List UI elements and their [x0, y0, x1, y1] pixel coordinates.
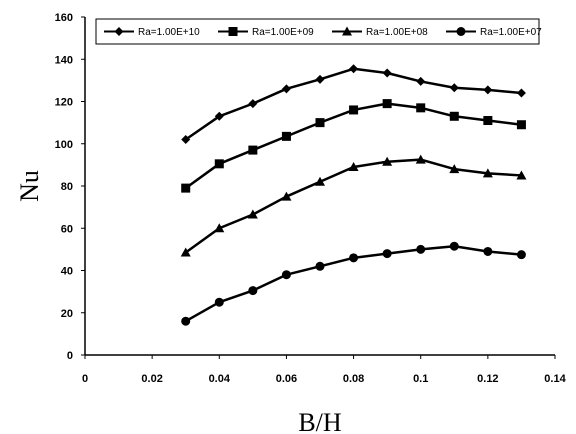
series-line [184, 102, 522, 190]
data-point-triangle [281, 191, 292, 201]
data-point-circle [483, 246, 493, 256]
data-point-triangle [180, 247, 191, 257]
tick-labels: 0 0.02 0.04 0.06 0.08 0.1 0.12 0.14 0 20 40 60 80 100… [55, 12, 567, 385]
data-point-circle [281, 270, 291, 280]
x-tick-label: 0 [82, 373, 88, 385]
legend-marker-triangle [342, 26, 352, 36]
series-layer [180, 64, 527, 326]
data-point-triangle [214, 223, 225, 233]
data-point-diamond [315, 74, 325, 84]
series-diamond [181, 64, 526, 145]
series-circle [181, 241, 526, 326]
data-point-circle [382, 249, 392, 259]
data-point-circle [181, 316, 191, 326]
data-point-triangle [247, 209, 258, 219]
data-point-triangle [315, 176, 325, 186]
data-point-diamond [416, 76, 426, 86]
legend-marker-circle [456, 27, 466, 36]
legend-label: Ra=1.00E+07 [480, 27, 542, 38]
y-axis-title: Nu [15, 170, 44, 202]
y-tick-label: 80 [61, 181, 73, 193]
data-point-diamond [214, 111, 224, 121]
y-tick-label: 20 [61, 308, 73, 320]
data-point-diamond [449, 83, 459, 93]
legend-label: Ra=1.00E+09 [252, 27, 314, 38]
data-point-diamond [349, 64, 359, 74]
legend: Ra=1.00E+10 Ra=1.00E+09 Ra=1.00E+08 Ra=1.00… [95, 18, 542, 45]
data-point-square [248, 145, 258, 155]
legend-marker-diamond [114, 27, 124, 36]
data-point-circle [449, 241, 459, 251]
data-point-triangle [382, 156, 393, 166]
axes [84, 17, 555, 356]
y-tick-label: 0 [67, 350, 73, 362]
legend-entry: Ra=1.00E+10 [104, 27, 200, 38]
data-point-circle [416, 244, 426, 254]
data-point-square [483, 116, 493, 126]
data-point-triangle [415, 154, 426, 164]
data-point-square [449, 111, 459, 121]
legend-entry: Ra=1.00E+07 [446, 27, 542, 38]
series-triangle [180, 154, 527, 257]
x-tick-label: 0.14 [544, 373, 566, 385]
data-point-triangle [482, 168, 493, 178]
legend-marker-square [228, 27, 238, 36]
y-tick-label: 40 [61, 266, 73, 278]
data-point-triangle [348, 161, 359, 171]
x-tick-label: 0.06 [276, 373, 297, 385]
legend-entry: Ra=1.00E+09 [218, 27, 314, 38]
series-square [181, 99, 526, 193]
data-point-triangle [449, 164, 460, 174]
series-line [185, 67, 522, 141]
legend-label: Ra=1.00E+10 [138, 27, 200, 38]
data-point-diamond [516, 88, 526, 98]
data-point-circle [349, 253, 359, 263]
data-point-triangle [516, 170, 527, 180]
y-tick-label: 60 [61, 223, 73, 235]
legend-label: Ra=1.00E+08 [366, 27, 428, 38]
y-tick-label: 120 [55, 97, 73, 109]
data-point-square [281, 131, 291, 141]
x-tick-label: 0.02 [141, 373, 162, 385]
data-point-diamond [181, 135, 191, 145]
y-tick-label: 100 [55, 139, 73, 151]
data-point-diamond [281, 84, 291, 94]
data-point-circle [214, 297, 224, 307]
legend-entry: Ra=1.00E+08 [332, 26, 428, 38]
x-tick-label: 0.04 [209, 373, 231, 385]
data-point-square [315, 118, 325, 128]
series-line [184, 158, 522, 254]
x-tick-label: 0.1 [413, 373, 428, 385]
data-point-circle [516, 250, 526, 260]
data-point-circle [248, 286, 258, 296]
data-point-diamond [382, 68, 392, 78]
data-point-square [181, 183, 191, 193]
data-point-diamond [483, 85, 493, 95]
data-point-circle [315, 261, 325, 271]
data-point-square [214, 159, 224, 169]
data-point-square [416, 103, 426, 113]
data-point-diamond [248, 99, 258, 109]
x-tick-label: 0.12 [477, 373, 498, 385]
x-axis-title: B/H [298, 408, 342, 434]
data-point-square [349, 105, 359, 115]
y-tick-label: 140 [55, 54, 73, 66]
data-point-square [382, 99, 392, 109]
y-tick-label: 160 [55, 12, 73, 24]
data-point-square [516, 120, 526, 130]
x-tick-label: 0.08 [343, 373, 364, 385]
